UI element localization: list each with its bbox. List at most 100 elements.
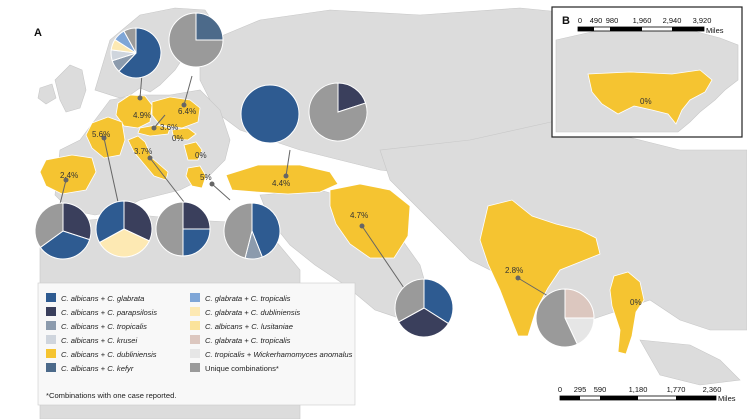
pie-slice (182, 201, 211, 230)
legend-swatch (46, 293, 56, 302)
legend-label: C. glabrata + C. tropicalis (205, 294, 291, 303)
country-hungary (171, 127, 197, 141)
country-spain (39, 154, 97, 195)
legend-label: Unique combinations* (205, 364, 279, 373)
scale-bar-inset: 0 490 980 1,960 2,940 3,920 Miles (577, 16, 724, 35)
pie-turkey (308, 82, 368, 142)
label-germany: 4.9% (133, 111, 151, 120)
pie-france (95, 200, 153, 258)
label-spain: 2.4% (60, 171, 78, 180)
country-thailand (609, 271, 645, 355)
scale-tick-label: 1,180 (629, 385, 648, 394)
pie-poland (168, 12, 224, 68)
scale-inset-ticks: 0 490 980 1,960 2,940 3,920 (578, 16, 711, 25)
sea-islands (639, 339, 741, 386)
legend-label: C. glabrata + C. dubliniensis (205, 308, 300, 317)
legend-swatch (46, 335, 56, 344)
location-dots (63, 95, 521, 281)
legend-swatch (190, 293, 200, 302)
scale-tick-label: 1,960 (633, 16, 652, 25)
percentage-labels: 4.9% 6.4% 3.6% 0% 5.6% 3.7% 2.4% 0% 5% 4… (60, 97, 652, 307)
legend-label: C. glabrata + C. tropicalis (205, 336, 291, 345)
label-italy: 3.7% (134, 147, 152, 156)
pie-slice (251, 202, 281, 258)
pie-greece (223, 202, 281, 260)
label-hungary: 0% (172, 134, 184, 143)
legend: C. albicans + C. glabrata C. albicans + C… (37, 282, 356, 406)
legend-label: C. albicans + C. glabrata (61, 294, 144, 303)
pie-slice (240, 84, 300, 144)
panel-label-b: B (562, 15, 570, 27)
pie-hungary (240, 84, 300, 144)
pie-slice (123, 27, 137, 54)
scale-tick-label: 590 (594, 385, 607, 394)
pie-slice (308, 82, 368, 142)
scale-tick-label: 490 (590, 16, 603, 25)
country-iran (329, 183, 411, 259)
pie-slice (118, 27, 162, 79)
country-serbia (183, 141, 203, 161)
label-greece: 5% (200, 173, 212, 182)
label-france: 5.6% (92, 130, 110, 139)
label-serbia: 0% (195, 151, 207, 160)
pie-germany (110, 27, 162, 79)
ireland (37, 83, 57, 105)
legend-swatch (190, 363, 200, 372)
pie-slice (564, 288, 595, 319)
pie-slice (535, 288, 579, 348)
scale-tick-label: 980 (606, 16, 619, 25)
legend-swatch (46, 321, 56, 330)
legend-swatch (46, 349, 56, 358)
pie-slice (34, 202, 64, 249)
legend-swatch (46, 363, 56, 372)
legend-label: C. albicans + C. parapsilosis (61, 308, 157, 317)
scale-tick-label: 1,770 (667, 385, 686, 394)
scale-tick-label: 2,940 (663, 16, 682, 25)
country-greece (185, 165, 207, 189)
legend-label: C. albicans + C. kefyr (61, 364, 134, 373)
uk-ireland (54, 64, 87, 113)
legend-items: C. albicans + C. glabrata C. albicans + C… (46, 293, 353, 373)
legend-label: C. albicans + C. dubliniensis (61, 350, 157, 359)
scale-tick-label: 3,920 (693, 16, 712, 25)
country-poland (151, 96, 201, 129)
legend-swatch (190, 335, 200, 344)
legend-label: C. tropicalis + Wickerhamomyces anomalus (205, 350, 353, 359)
pie-iran (394, 278, 454, 338)
legend-swatch (190, 321, 200, 330)
scale-tick-label: 0 (558, 385, 562, 394)
panel-label-a: A (34, 27, 42, 39)
label-poland: 6.4% (178, 107, 196, 116)
scale-tick-label: 295 (574, 385, 587, 394)
pie-india (535, 288, 595, 348)
pie-slice (39, 230, 91, 260)
legend-swatch (190, 349, 200, 358)
scale-main-unit: Miles (718, 394, 736, 403)
pie-spain (34, 202, 92, 260)
label-thailand: 0% (630, 298, 642, 307)
label-usa: 0% (640, 97, 652, 106)
legend-label: C. albicans + C. lusitaniae (205, 322, 293, 331)
pie-slice (95, 200, 125, 244)
country-turkey (225, 164, 339, 195)
legend-label: C. albicans + C. krusei (61, 336, 137, 345)
pie-charts (34, 12, 595, 348)
scale-main-ticks: 0 295 590 1,180 1,770 2,360 (558, 385, 721, 394)
leader-lines (59, 73, 549, 297)
legend-swatch (190, 307, 200, 316)
pie-slice (337, 82, 367, 113)
legend-swatch (46, 307, 56, 316)
pie-slice (223, 202, 253, 259)
label-austria: 3.6% (160, 123, 178, 132)
label-turkey: 4.4% (272, 179, 290, 188)
pie-slice (155, 201, 184, 257)
country-germany (115, 94, 153, 129)
pie-slice (195, 12, 224, 41)
pie-slice (394, 278, 425, 323)
pie-slice (168, 12, 224, 68)
country-india (479, 199, 601, 337)
scale-tick-label: 0 (578, 16, 582, 25)
pie-italy (155, 201, 211, 257)
label-india: 2.8% (505, 266, 523, 275)
